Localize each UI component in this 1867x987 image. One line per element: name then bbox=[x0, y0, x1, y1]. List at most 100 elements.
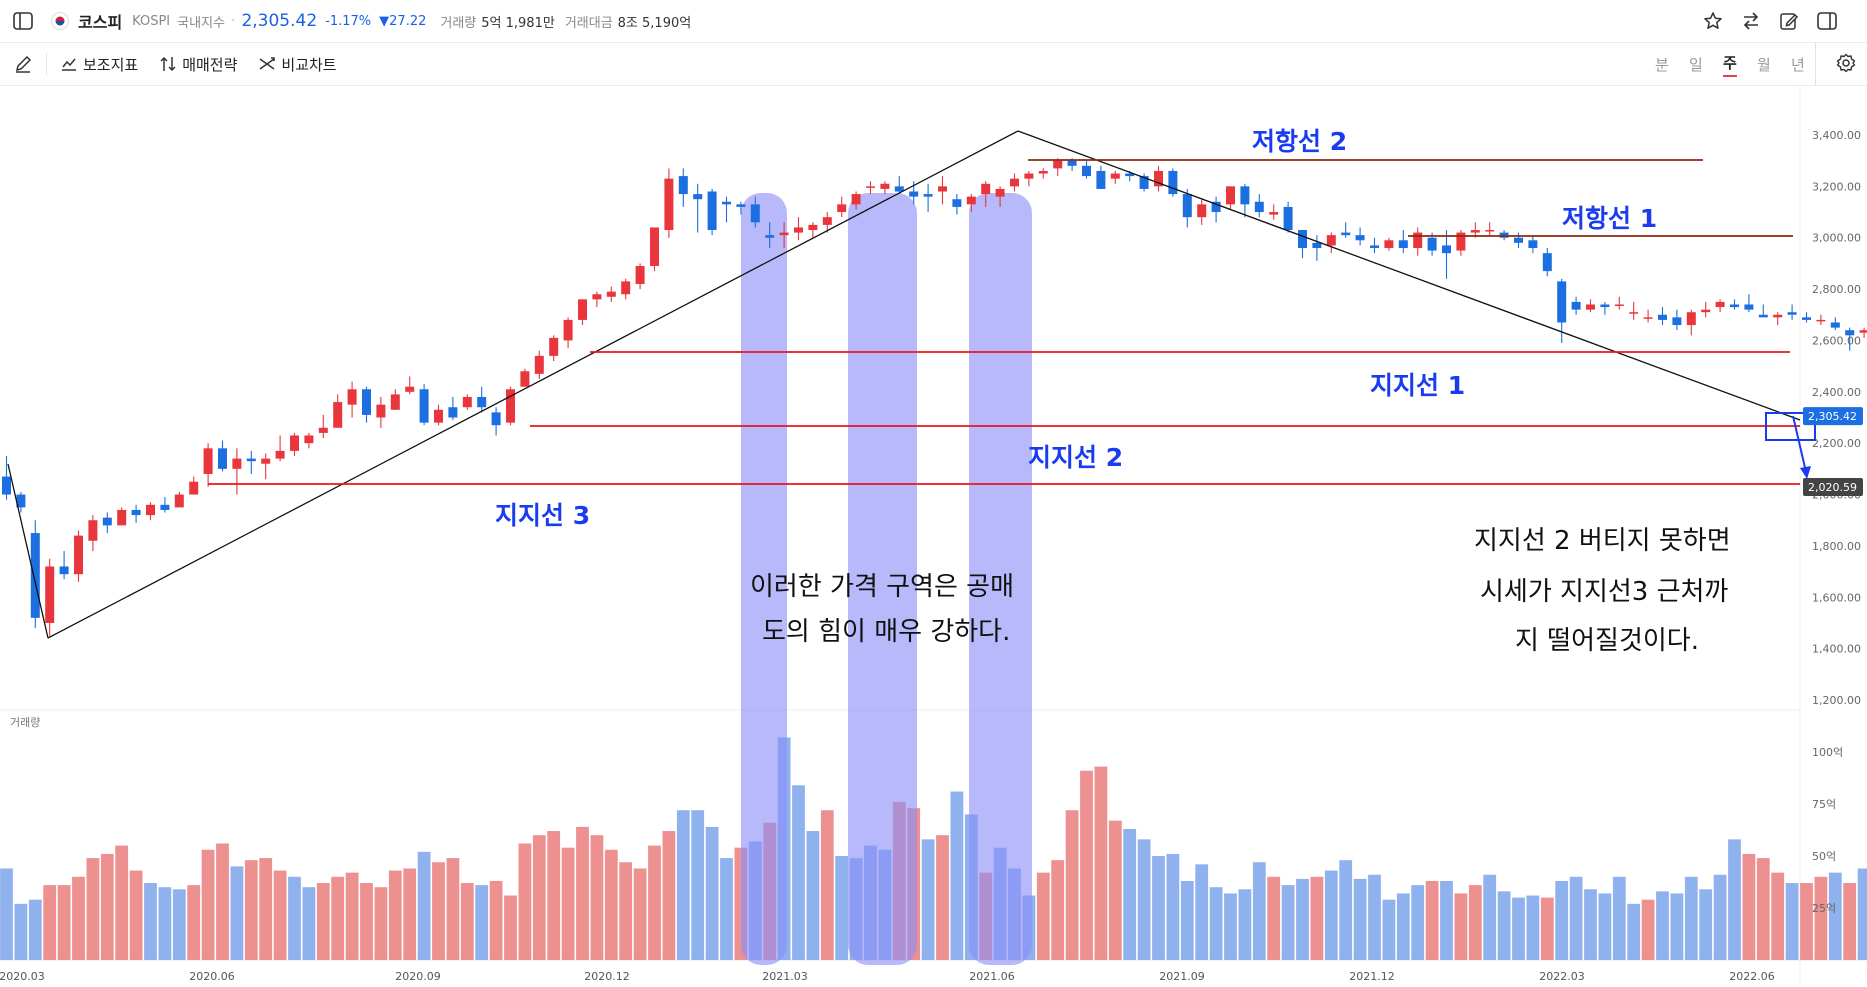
shortsell-zone bbox=[969, 193, 1032, 965]
period-minute[interactable]: 분 bbox=[1655, 55, 1669, 74]
candle-body bbox=[1326, 235, 1336, 246]
candle bbox=[1701, 301, 1711, 318]
candle bbox=[779, 222, 789, 248]
price-tick-label: 1,400.00 bbox=[1812, 643, 1861, 656]
current-zone-box bbox=[1765, 412, 1816, 441]
candle-body bbox=[1024, 173, 1034, 179]
star-icon[interactable] bbox=[1703, 11, 1723, 31]
candle bbox=[1010, 173, 1019, 192]
volume-tick-label: 50억 bbox=[1812, 850, 1836, 863]
candle bbox=[491, 407, 501, 436]
candle-body bbox=[1571, 301, 1581, 310]
pencil-icon[interactable] bbox=[12, 55, 34, 73]
edit-icon[interactable] bbox=[1779, 11, 1799, 31]
candle-body bbox=[1355, 235, 1365, 241]
sidebar-toggle-icon[interactable] bbox=[12, 10, 34, 32]
candle bbox=[534, 350, 544, 379]
volume-bar bbox=[57, 885, 71, 960]
candle bbox=[1226, 186, 1235, 210]
volume-bar bbox=[201, 849, 215, 960]
candle bbox=[1643, 309, 1653, 323]
candle bbox=[1082, 160, 1091, 179]
volume-bar bbox=[28, 899, 42, 960]
candle bbox=[952, 194, 962, 215]
candle-body bbox=[1629, 312, 1639, 314]
candle-body bbox=[966, 196, 976, 205]
candles bbox=[2, 158, 1867, 636]
zone-note-line1: 이러한 가격 구역은 공매 bbox=[750, 572, 1014, 602]
volume-bar bbox=[561, 847, 575, 960]
candle-body bbox=[1859, 330, 1867, 333]
candle-body bbox=[606, 291, 616, 297]
volume-bar bbox=[475, 885, 489, 960]
strategy-button[interactable]: 매매전략 bbox=[160, 54, 237, 75]
forecast-line1: 지지선 2 버티지 못하면 bbox=[1474, 526, 1731, 556]
price-chart[interactable]: 3,400.00 3,200.00 3,000.00 2,800.00 2,600.00… bbox=[0, 86, 1867, 987]
candle-body bbox=[1816, 319, 1826, 322]
candle-body bbox=[808, 224, 818, 231]
volume-bar bbox=[86, 858, 100, 960]
date-tick-label: 2021.06 bbox=[969, 970, 1015, 983]
candle-body bbox=[1672, 317, 1682, 326]
volume-bar bbox=[1771, 872, 1785, 960]
period-month[interactable]: 월 bbox=[1757, 55, 1771, 74]
candle-body bbox=[578, 299, 587, 320]
volume-bar bbox=[1123, 828, 1137, 960]
shortsell-zone bbox=[741, 193, 787, 965]
stock-name: 코스피 bbox=[78, 13, 123, 32]
volume-bar bbox=[374, 887, 388, 960]
candle bbox=[1096, 165, 1106, 189]
candle bbox=[808, 222, 818, 238]
volume-bar bbox=[1512, 897, 1525, 960]
candle-body bbox=[1442, 245, 1451, 254]
candle bbox=[1730, 299, 1739, 310]
candle bbox=[146, 502, 155, 521]
candle-body bbox=[491, 412, 501, 426]
price-tick-label: 2,400.00 bbox=[1812, 386, 1861, 399]
candle-body bbox=[318, 427, 328, 433]
compare-button[interactable]: 비교차트 bbox=[259, 54, 337, 75]
candle bbox=[88, 515, 98, 552]
sidebar-right-icon[interactable] bbox=[1817, 12, 1837, 30]
candle bbox=[246, 450, 256, 474]
forecast-line2: 시세가 지지선3 근처까 bbox=[1480, 577, 1729, 607]
volume-bar bbox=[1080, 770, 1093, 960]
volume-bar bbox=[1324, 870, 1338, 960]
volume-bar bbox=[1612, 876, 1626, 960]
volume-label: 거래량 bbox=[440, 15, 477, 31]
price-tick-label: 3,400.00 bbox=[1812, 129, 1861, 142]
indicators-button[interactable]: 보조지표 bbox=[61, 54, 138, 75]
volume-bar bbox=[604, 849, 618, 960]
settings-icon[interactable] bbox=[1836, 53, 1856, 73]
candle bbox=[1672, 309, 1682, 331]
candle-body bbox=[1096, 170, 1106, 189]
candle-body bbox=[304, 435, 314, 444]
volume-bar bbox=[1483, 874, 1497, 960]
candle-body bbox=[736, 204, 746, 207]
candle bbox=[1038, 168, 1048, 179]
candle bbox=[1600, 301, 1610, 315]
candle-body bbox=[506, 389, 515, 423]
period-year[interactable]: 년 bbox=[1791, 55, 1805, 74]
candle-body bbox=[1240, 186, 1250, 205]
candle bbox=[30, 520, 40, 629]
candle bbox=[621, 278, 631, 300]
candle bbox=[1240, 183, 1250, 218]
candle bbox=[1168, 168, 1178, 197]
swap-icon[interactable] bbox=[1741, 11, 1761, 31]
volume-bar bbox=[921, 839, 935, 960]
amount-label: 거래대금 bbox=[564, 15, 613, 31]
volume-bar bbox=[1180, 880, 1194, 960]
period-week[interactable]: 주 bbox=[1723, 52, 1737, 77]
period-day[interactable]: 일 bbox=[1689, 55, 1703, 74]
candle bbox=[578, 299, 587, 326]
candle bbox=[1197, 199, 1207, 225]
candle bbox=[275, 435, 285, 462]
candle-body bbox=[448, 407, 458, 418]
volume-bar bbox=[1353, 878, 1367, 960]
volume-bar bbox=[1468, 885, 1482, 960]
candle-body bbox=[765, 235, 775, 238]
volume-bar bbox=[446, 858, 460, 960]
volume-bar bbox=[288, 876, 301, 960]
volume-bar bbox=[14, 903, 28, 960]
